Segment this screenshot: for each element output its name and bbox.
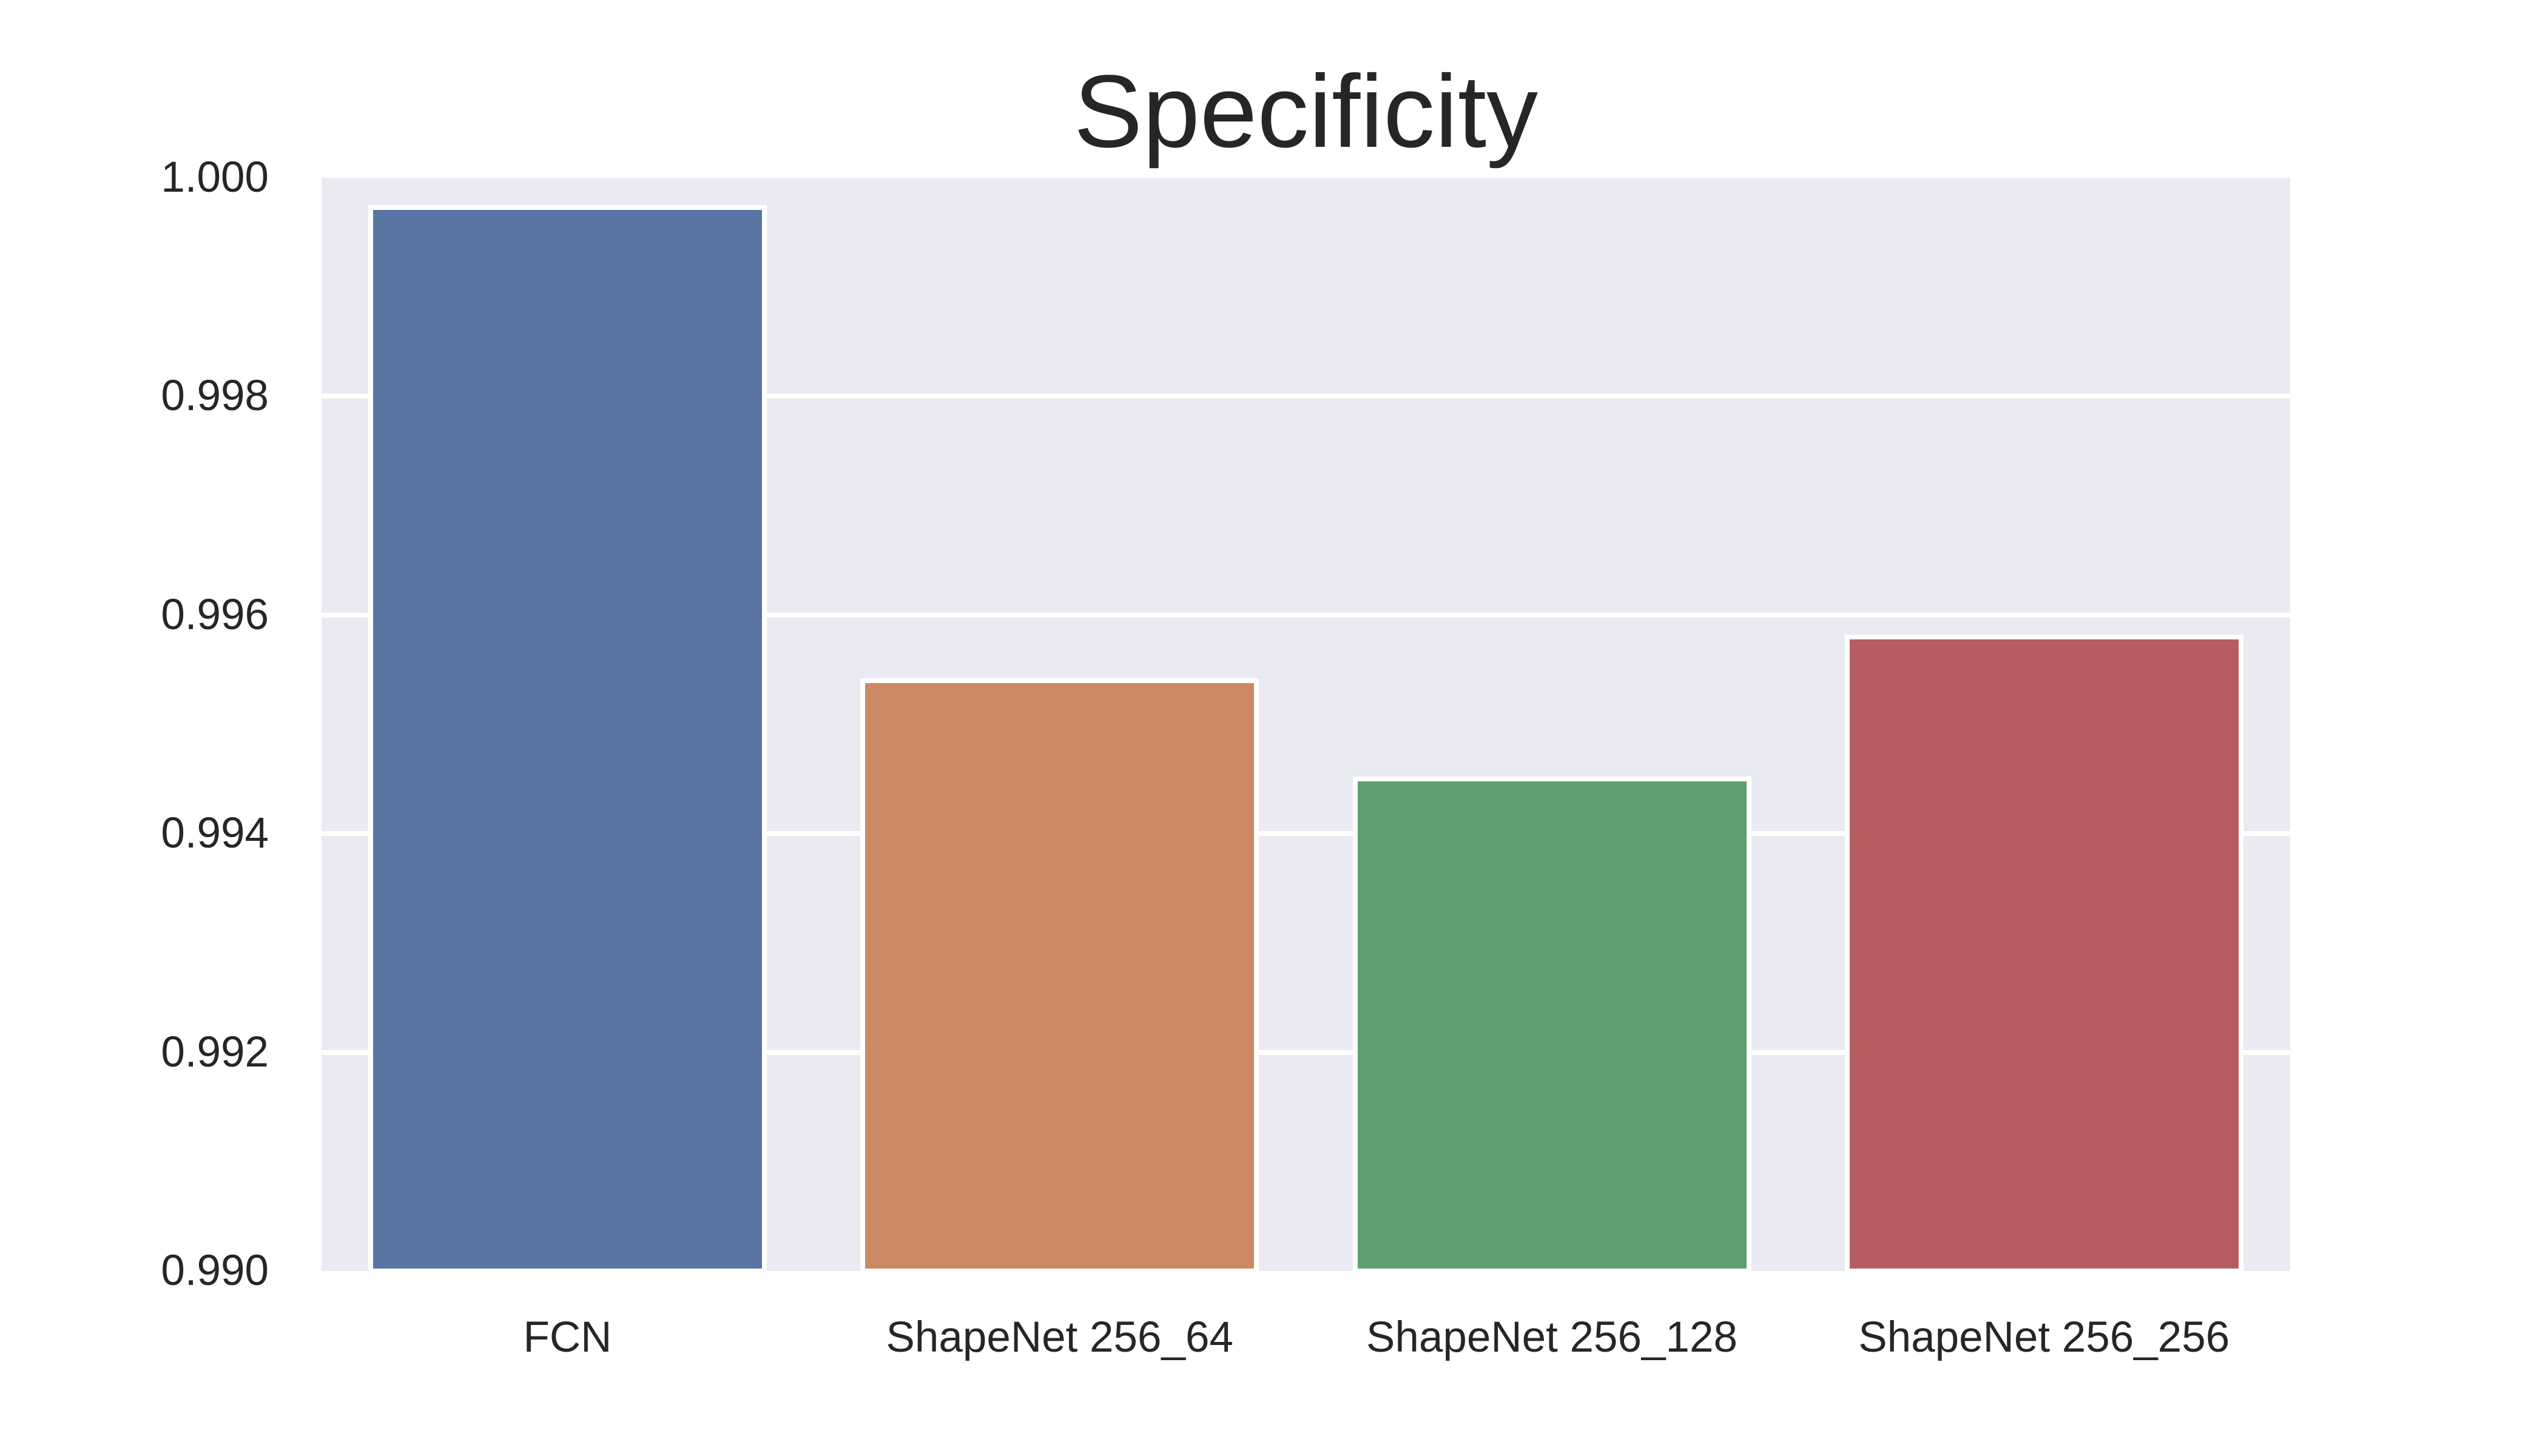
- y-tick-label: 0.994: [161, 809, 269, 858]
- y-tick-label: 0.998: [161, 372, 269, 420]
- gridline: [322, 1050, 2290, 1055]
- bar-shapenet-256-256: [1844, 634, 2243, 1271]
- y-tick-label: 0.992: [161, 1028, 269, 1076]
- plot-area: [322, 178, 2290, 1271]
- x-tick-label: FCN: [523, 1313, 612, 1361]
- gridline: [322, 612, 2290, 618]
- bar-fcn: [368, 204, 767, 1271]
- x-tick-label: ShapeNet 256_128: [1366, 1313, 1737, 1361]
- bar-shapenet-256-64: [860, 678, 1259, 1271]
- y-tick-label: 1.000: [161, 153, 269, 201]
- x-tick-label: ShapeNet 256_256: [1858, 1313, 2230, 1361]
- gridline: [322, 394, 2290, 399]
- bar-shapenet-256-128: [1352, 777, 1751, 1271]
- gridline: [322, 831, 2290, 837]
- chart-title: Specificity: [1073, 54, 1539, 169]
- y-tick-label: 0.996: [161, 590, 269, 639]
- y-tick-label: 0.990: [161, 1247, 269, 1295]
- x-tick-label: ShapeNet 256_64: [886, 1313, 1233, 1361]
